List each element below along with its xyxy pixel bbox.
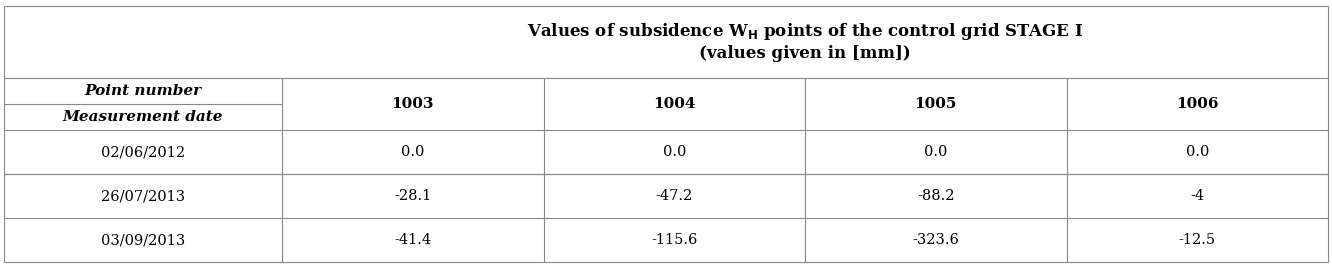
Text: 03/09/2013: 03/09/2013: [101, 233, 185, 247]
Text: 02/06/2012: 02/06/2012: [101, 145, 185, 159]
Text: -115.6: -115.6: [651, 233, 698, 247]
Text: 1003: 1003: [392, 97, 434, 111]
Text: 26/07/2013: 26/07/2013: [101, 189, 185, 203]
Text: 0.0: 0.0: [662, 145, 686, 159]
Text: Values of subsidence W$_\mathbf{H}$ points of the control grid STAGE I: Values of subsidence W$_\mathbf{H}$ poin…: [526, 22, 1083, 43]
Text: Measurement date: Measurement date: [63, 110, 224, 124]
Text: 1005: 1005: [915, 97, 956, 111]
Text: 1004: 1004: [653, 97, 695, 111]
Text: -41.4: -41.4: [394, 233, 432, 247]
Text: 0.0: 0.0: [924, 145, 947, 159]
Text: 0.0: 0.0: [1185, 145, 1209, 159]
Text: 1006: 1006: [1176, 97, 1219, 111]
Text: (values given in [mm]): (values given in [mm]): [699, 45, 911, 63]
Text: Point number: Point number: [84, 84, 201, 98]
Text: -323.6: -323.6: [912, 233, 959, 247]
Text: 0.0: 0.0: [401, 145, 425, 159]
Text: -28.1: -28.1: [394, 189, 432, 203]
Text: -4: -4: [1191, 189, 1204, 203]
Text: -12.5: -12.5: [1179, 233, 1216, 247]
Text: -47.2: -47.2: [655, 189, 693, 203]
Text: -88.2: -88.2: [916, 189, 955, 203]
